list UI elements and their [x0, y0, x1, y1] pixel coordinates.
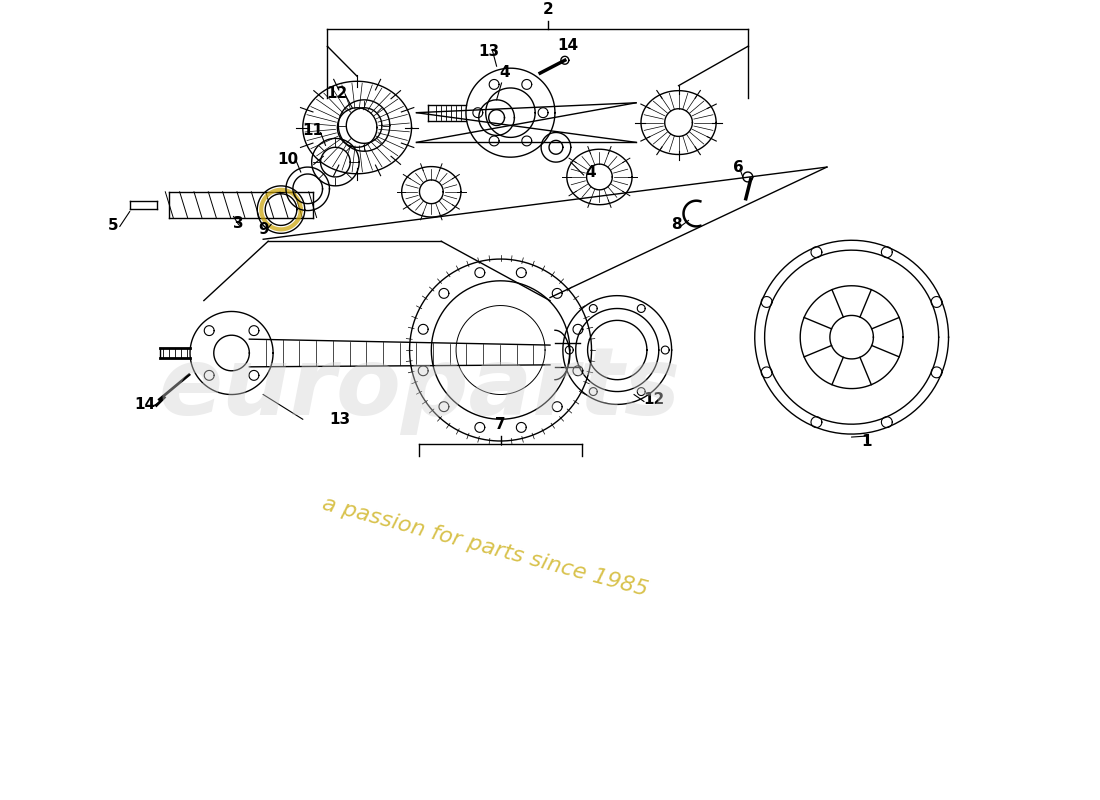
- Text: 10: 10: [277, 152, 298, 167]
- Text: 2: 2: [542, 2, 553, 17]
- Text: 3: 3: [233, 216, 244, 231]
- Text: 12: 12: [327, 86, 348, 101]
- Text: 5: 5: [108, 218, 118, 234]
- Text: 14: 14: [558, 38, 579, 54]
- Text: europarts: europarts: [158, 342, 681, 434]
- Text: 11: 11: [302, 123, 323, 138]
- Text: 13: 13: [478, 44, 499, 59]
- Text: 8: 8: [671, 218, 682, 232]
- Text: 1: 1: [861, 434, 871, 449]
- Text: 6: 6: [733, 160, 744, 175]
- Text: 4: 4: [585, 165, 596, 180]
- Text: 4: 4: [499, 65, 509, 80]
- Text: 7: 7: [495, 417, 506, 432]
- Text: 9: 9: [257, 222, 268, 238]
- Text: 13: 13: [330, 412, 351, 427]
- Text: 14: 14: [134, 398, 155, 412]
- Text: a passion for parts since 1985: a passion for parts since 1985: [320, 494, 650, 600]
- Text: 12: 12: [644, 393, 664, 407]
